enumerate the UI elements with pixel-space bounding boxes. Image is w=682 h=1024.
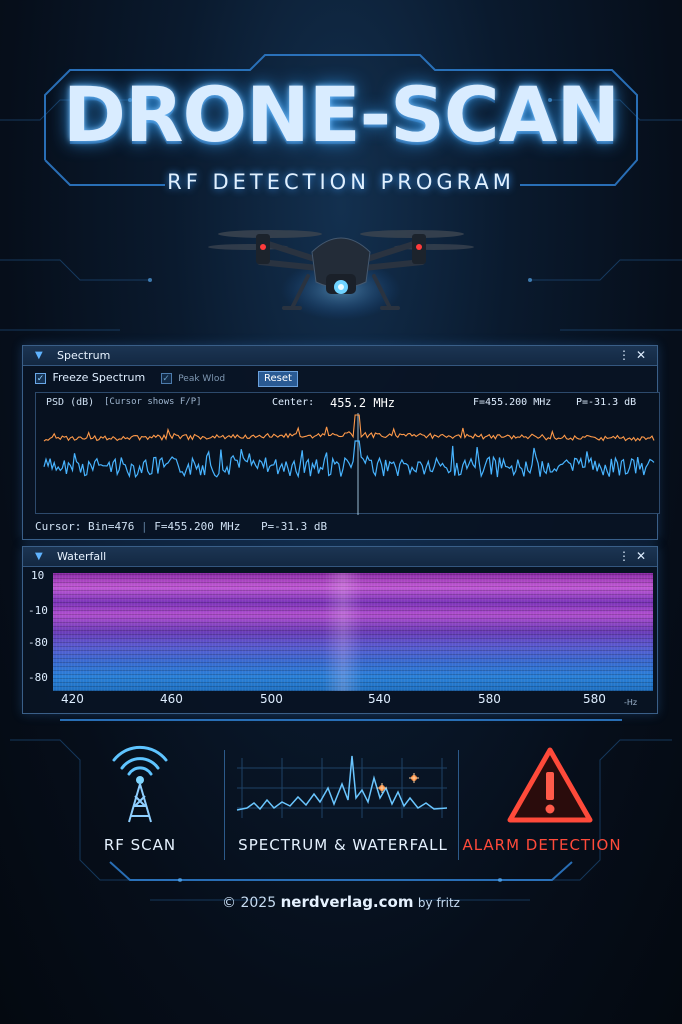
spectrum-trace [43,413,655,515]
waterfall-plot[interactable] [53,573,653,691]
waterfall-panel-title: Waterfall [57,550,107,563]
feature-spectrum-waterfall-label: SPECTRUM & WATERFALL [238,836,448,854]
drone-icon [208,230,474,320]
spectrum-icon [236,755,448,818]
waterfall-x-tick: 500 [260,692,283,706]
app-subtitle: RF DETECTION PROGRAM [167,170,515,194]
spectrum-panel: ▼ Spectrum ⋮ ✕ ✓ Freeze Spectrum ✓ Peak … [22,345,660,540]
waterfall-y-tick: -80 [28,636,48,649]
cursor-hint: [Cursor shows F/P] [104,397,202,407]
center-label: Center: [272,397,315,408]
spectrum-panel-title: Spectrum [57,349,111,362]
reset-button[interactable]: Reset [258,371,298,387]
app-title: DRONE-SCAN [62,70,620,159]
psd-axis-label: PSD (dB) [46,397,95,408]
collapse-triangle-icon[interactable]: ▼ [35,551,43,562]
spectrum-toolbar: ✓ Freeze Spectrum ✓ Peak Wlod [35,371,225,389]
waterfall-panel: ▼ Waterfall ⋮ ✕ 10 -10 -80 -80 420 460 5… [22,546,658,714]
spectrum-line [43,440,655,479]
freeze-spectrum-label: Freeze Spectrum [52,371,146,384]
cursor-status: Cursor: Bin=476 | F=455.200 MHz P=-31.3 … [35,520,328,533]
waterfall-y-tick: -10 [28,604,48,617]
waterfall-x-unit: -Hz [624,698,638,707]
readout-power: P=-31.3 dB [576,397,637,408]
freeze-spectrum-checkbox[interactable]: ✓ [35,372,46,384]
cursor-frequency: F=455.200 MHz [154,520,241,533]
peak-hold-label: Peak Wlod [178,374,226,384]
warning-icon [507,747,593,823]
close-icon[interactable]: ✕ [636,549,647,563]
peak-hold-line [43,414,655,442]
waterfall-signal-streak [323,573,363,691]
copyright-text: © 2025 [222,895,277,911]
close-icon[interactable]: ✕ [636,348,647,362]
feature-alarm-detection-label: ALARM DETECTION [462,836,622,854]
panel-menu-icon[interactable]: ⋮ [618,348,630,362]
panel-menu-icon[interactable]: ⋮ [618,549,630,563]
spectrum-panel-header: ▼ Spectrum ⋮ ✕ [23,346,657,366]
spectrum-plot[interactable]: PSD (dB) [Cursor shows F/P] Center: 455.… [35,392,660,515]
peak-hold-checkbox[interactable]: ✓ [160,372,172,384]
radio-tower-icon [112,745,168,823]
feature-row: RF SCAN SPECTRUM & WATERFALL ALARM DETEC… [60,740,622,860]
footer-site-link[interactable]: nerdverlag.com [280,893,414,911]
waterfall-x-tick: 420 [61,692,84,706]
feature-rf-scan-label: RF SCAN [103,836,177,854]
footer: © 2025 nerdverlag.com by fritz [0,893,682,911]
waterfall-panel-header: ▼ Waterfall ⋮ ✕ [23,547,657,567]
cursor-bin: Cursor: Bin=476 [35,520,135,533]
readout-frequency: F=455.200 MHz [473,397,552,408]
collapse-triangle-icon[interactable]: ▼ [35,350,43,361]
waterfall-x-tick: 580 [583,692,606,706]
center-frequency: 455.2 MHz [330,396,396,410]
waterfall-x-tick: 460 [160,692,183,706]
waterfall-y-tick: -80 [28,671,48,684]
footer-author: by fritz [417,896,460,910]
waterfall-x-tick: 540 [368,692,391,706]
cursor-power: P=-31.3 dB [260,520,328,533]
waterfall-x-tick: 580 [478,692,501,706]
waterfall-y-tick: 10 [31,569,45,582]
